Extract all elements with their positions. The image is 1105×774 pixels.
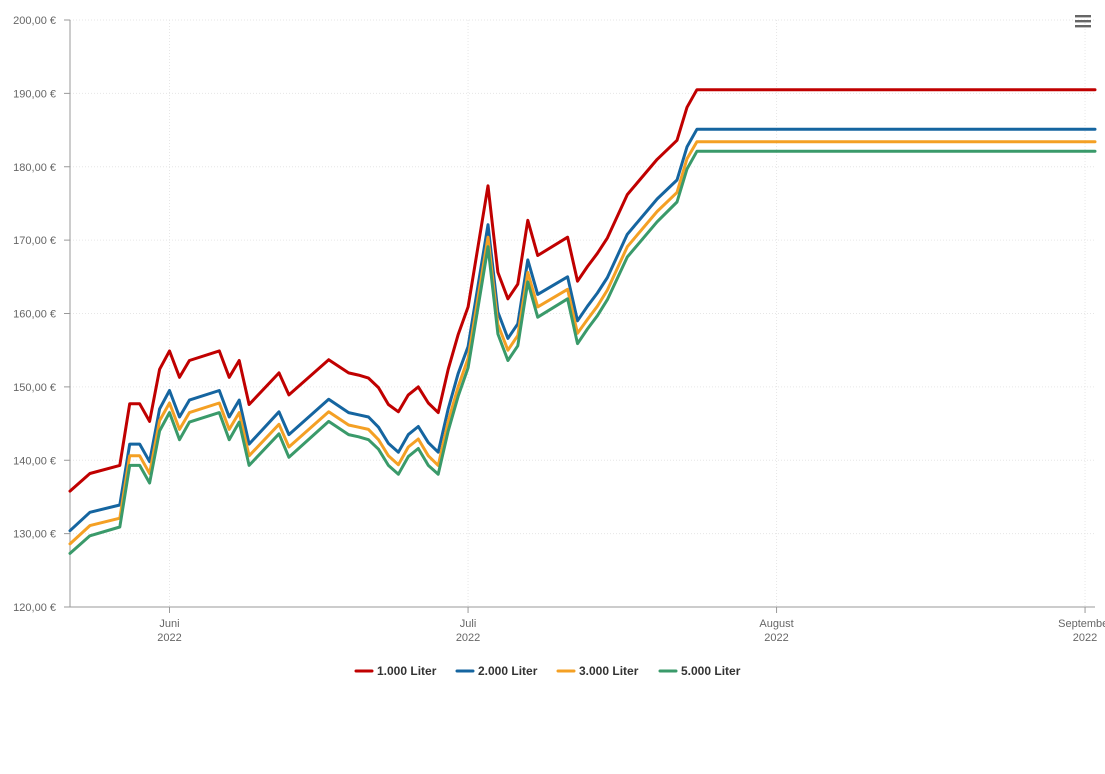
x-tick-month: September [1058,618,1105,630]
x-tick-year: 2022 [1073,632,1097,644]
y-tick-label: 150,00 € [13,382,56,394]
legend-item[interactable]: 2.000 Liter [455,664,538,678]
legend-label: 3.000 Liter [579,664,639,678]
series-line-2-000-liter [68,127,1097,533]
y-tick-label: 130,00 € [13,529,56,541]
series-line-1-000-liter [68,88,1097,493]
y-tick-label: 200,00 € [13,15,56,27]
series-line-5-000-liter [68,149,1097,555]
legend-label: 1.000 Liter [377,664,437,678]
x-tick-month: August [759,618,793,630]
x-tick-year: 2022 [764,632,788,644]
grid-lines [70,19,1095,607]
y-axis-ticks: 120,00 € 130,00 € 140,00 € 150,00 € 160,00 €… [13,15,70,614]
x-axis-ticks: Juni 2022 Juli 2022 August 2022 September 2022 [157,607,1105,644]
series-lines [68,88,1097,555]
y-tick-label: 160,00 € [13,309,56,321]
y-tick-label: 140,00 € [13,455,56,467]
legend-label: 2.000 Liter [478,664,538,678]
x-tick-month: Juli [460,618,477,630]
legend-item[interactable]: 5.000 Liter [658,664,741,678]
menu-button[interactable] [1072,11,1094,31]
legend-item[interactable]: 3.000 Liter [556,664,639,678]
legend-label: 5.000 Liter [681,664,741,678]
series-line-3-000-liter [68,140,1097,546]
y-tick-label: 170,00 € [13,235,56,247]
y-tick-label: 120,00 € [13,602,56,614]
hamburger-menu-icon [1075,15,1091,28]
x-tick-year: 2022 [456,632,480,644]
x-tick-month: Juni [159,618,179,630]
legend: 1.000 Liter 2.000 Liter 3.000 Liter 5.000 L… [354,664,741,678]
legend-item[interactable]: 1.000 Liter [354,664,437,678]
y-tick-label: 180,00 € [13,162,56,174]
y-tick-label: 190,00 € [13,88,56,100]
x-tick-year: 2022 [157,632,181,644]
